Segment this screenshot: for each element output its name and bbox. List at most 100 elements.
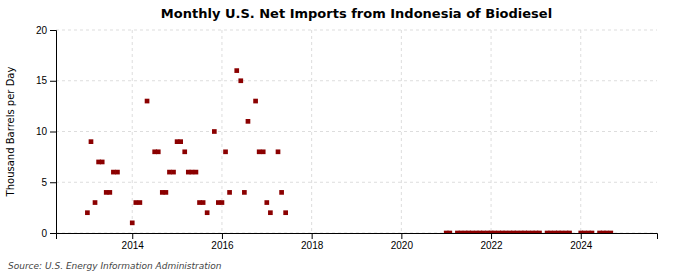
x-grid-line <box>491 30 492 233</box>
point <box>459 231 464 233</box>
x-tick: 2020 <box>391 233 414 251</box>
x-tick-label: 2024 <box>570 240 593 251</box>
point <box>111 170 116 175</box>
y-tick-mark <box>50 81 56 82</box>
point <box>156 149 161 154</box>
y-axis: 0 5 10 15 20 <box>36 25 57 239</box>
point <box>164 190 169 195</box>
point <box>130 221 135 226</box>
y-grid-line <box>56 182 657 183</box>
point <box>178 139 183 144</box>
point <box>526 231 531 233</box>
point <box>201 200 206 205</box>
point <box>261 149 266 154</box>
point <box>115 170 120 175</box>
y-tick-label: 5 <box>41 177 47 188</box>
point <box>253 99 258 104</box>
point <box>283 210 288 215</box>
x-axis-line <box>57 234 658 240</box>
x-tick-label: 2022 <box>480 240 503 251</box>
y-tick-mark <box>50 233 56 234</box>
point <box>220 200 225 205</box>
y-tick-mark <box>50 132 56 133</box>
point <box>481 231 486 233</box>
point <box>560 231 565 233</box>
point <box>238 78 243 83</box>
point <box>268 210 273 215</box>
y-tick-label: 20 <box>36 25 48 36</box>
point <box>227 190 232 195</box>
x-tick-mark <box>581 233 582 239</box>
x-tick-mark <box>132 233 133 239</box>
point <box>504 231 509 233</box>
point <box>604 231 609 233</box>
y-grid-line <box>56 80 657 81</box>
point <box>257 149 262 154</box>
point <box>492 231 497 233</box>
x-tick-mark <box>312 233 313 239</box>
x-tick-mark <box>222 233 223 239</box>
y-axis-line <box>50 31 57 234</box>
x-grid-line <box>311 30 312 233</box>
point <box>608 231 613 233</box>
x-tick: 2024 <box>570 233 593 251</box>
point <box>167 170 172 175</box>
point <box>470 231 475 233</box>
point <box>145 99 150 104</box>
point <box>548 231 553 233</box>
point <box>194 170 199 175</box>
y-axis-label: Thousand Barrels per Day <box>5 67 16 198</box>
point <box>85 210 90 215</box>
point <box>279 190 284 195</box>
y-grid-line <box>56 131 657 132</box>
points <box>85 68 613 233</box>
point <box>100 160 105 165</box>
point <box>246 119 251 124</box>
y-tick: 20 <box>36 25 56 36</box>
y-tick: 10 <box>36 126 56 137</box>
chart: 2014 2016 2018 2020 2022 2024 0 5 10 15 20 Monthly … <box>0 0 675 275</box>
point <box>212 129 217 134</box>
y-tick-mark <box>50 182 56 183</box>
point <box>590 231 595 233</box>
x-grid-line <box>580 30 581 233</box>
y-tick: 15 <box>36 75 56 86</box>
x-grid-line <box>401 30 402 233</box>
point <box>205 210 210 215</box>
x-tick-mark <box>401 233 402 239</box>
point <box>447 231 452 233</box>
grid <box>56 30 657 233</box>
x-tick: 2014 <box>122 233 145 251</box>
point <box>182 149 187 154</box>
x-tick-label: 2016 <box>211 240 234 251</box>
x-tick-label: 2014 <box>122 240 145 251</box>
point <box>264 200 269 205</box>
point <box>234 68 239 73</box>
point <box>582 231 587 233</box>
y-tick-label: 15 <box>36 75 48 86</box>
point <box>515 231 520 233</box>
x-tick: 2022 <box>480 233 503 251</box>
point <box>171 170 176 175</box>
title: Monthly U.S. Net Imports from Indonesia … <box>161 6 552 21</box>
x-tick: 2016 <box>211 233 234 251</box>
point <box>537 231 542 233</box>
point <box>93 200 98 205</box>
point <box>223 149 228 154</box>
plot: 2014 2016 2018 2020 2022 2024 0 5 10 15 20 <box>36 25 658 251</box>
point <box>133 200 138 205</box>
x-axis: 2014 2016 2018 2020 2022 2024 <box>57 233 658 251</box>
x-grid-line <box>132 30 133 233</box>
x-tick-mark <box>491 233 492 239</box>
point <box>242 190 247 195</box>
y-tick-label: 10 <box>36 126 48 137</box>
y-grid-line <box>56 30 657 31</box>
point <box>276 149 281 154</box>
point <box>190 170 195 175</box>
point <box>107 190 112 195</box>
y-tick: 5 <box>41 177 56 188</box>
x-tick-label: 2018 <box>301 240 324 251</box>
point <box>89 139 94 144</box>
y-tick: 0 <box>41 228 56 239</box>
source-note: Source: U.S. Energy Information Administ… <box>8 261 222 271</box>
